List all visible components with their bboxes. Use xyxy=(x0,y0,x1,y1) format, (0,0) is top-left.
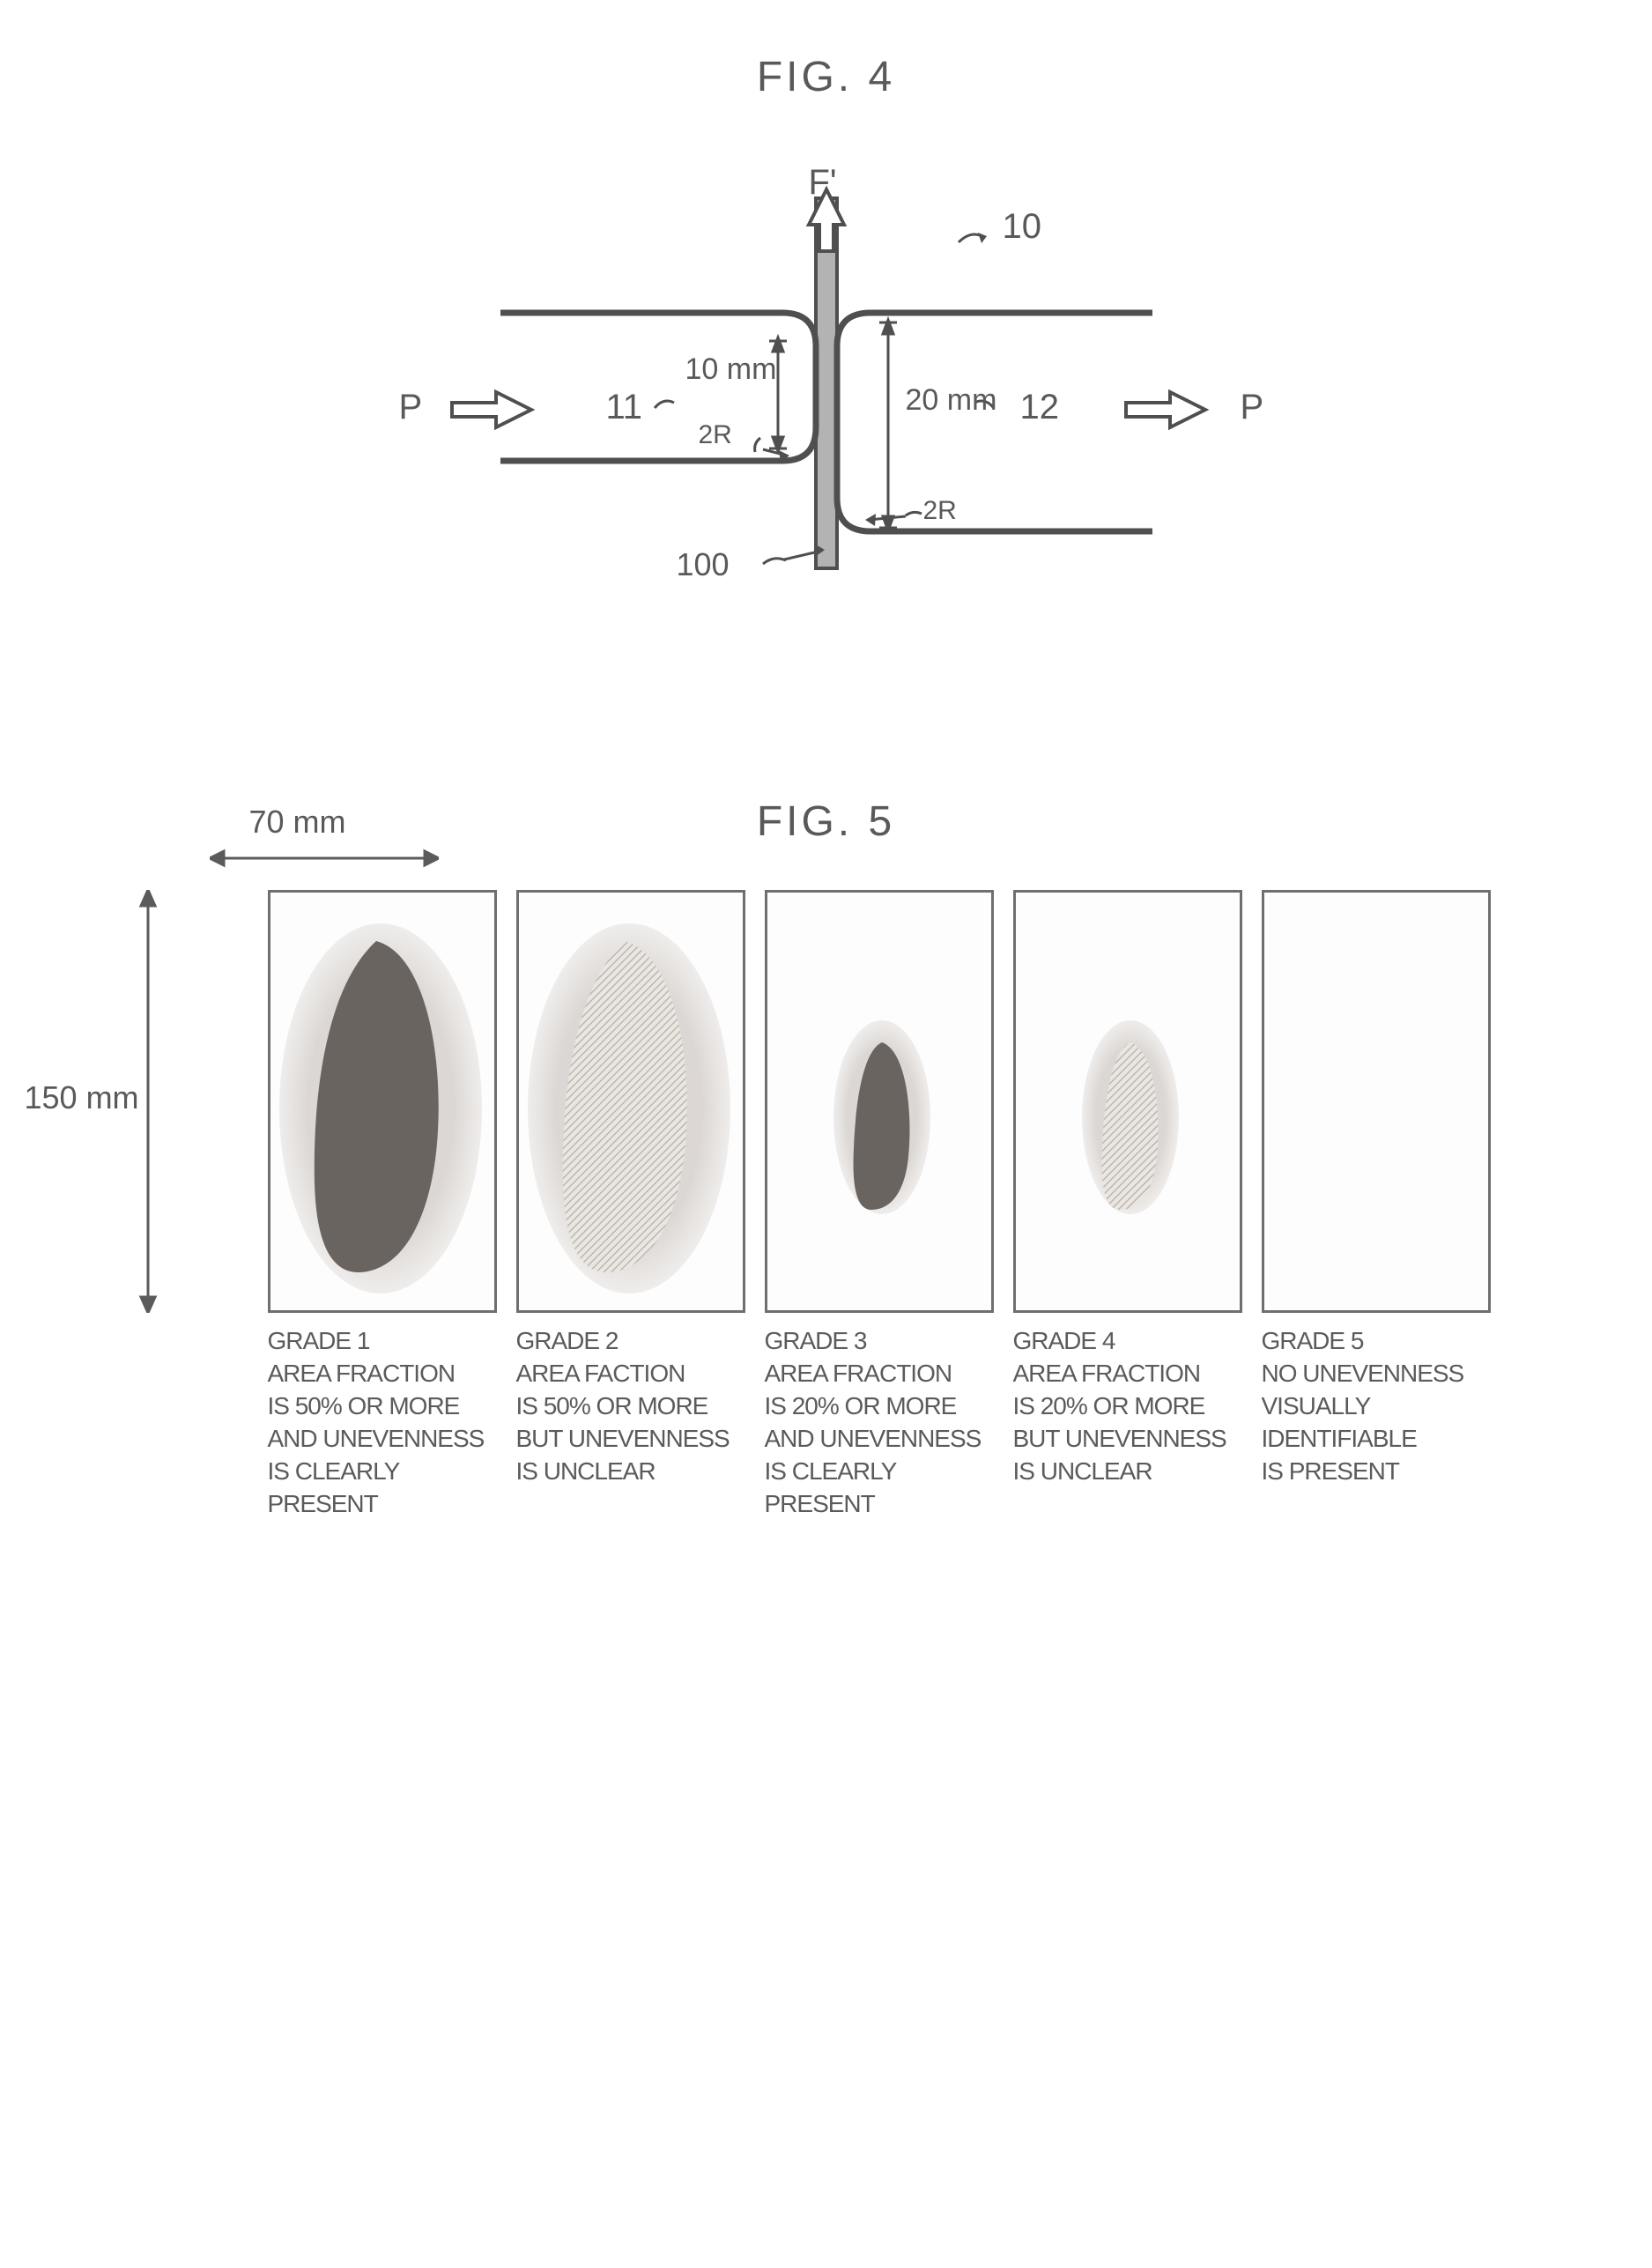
grade-line: NO UNEVENNESS xyxy=(1262,1358,1491,1389)
grade-caption-5: GRADE 5NO UNEVENNESSVISUALLYIDENTIFIABLE… xyxy=(1262,1325,1491,1486)
dim-width xyxy=(210,841,439,876)
fig4-title: FIG. 4 xyxy=(35,53,1617,101)
grade-title: GRADE 5 xyxy=(1262,1325,1491,1356)
grade-column-3: GRADE 3AREA FRACTIONIS 20% OR MOREAND UN… xyxy=(765,890,994,1521)
label-dim20: 20 mm xyxy=(906,383,997,418)
fig4-diagram: F' 10 P P 11 12 100 10 mm 20 mm 2R 2R xyxy=(298,145,1355,621)
grade-caption-1: GRADE 1AREA FRACTIONIS 50% OR MOREAND UN… xyxy=(268,1325,497,1519)
grade-line: AREA FACTION xyxy=(516,1358,745,1389)
grade-caption-2: GRADE 2AREA FACTIONIS 50% OR MOREBUT UNE… xyxy=(516,1325,745,1486)
grade-line: IDENTIFIABLE xyxy=(1262,1423,1491,1454)
grade-line: PRESENT xyxy=(765,1488,994,1519)
grade-line: IS CLEARLY xyxy=(268,1456,497,1486)
grade-line: IS CLEARLY xyxy=(765,1456,994,1486)
label-p-right: P xyxy=(1241,388,1264,427)
grade-title: GRADE 3 xyxy=(765,1325,994,1356)
grade-title: GRADE 4 xyxy=(1013,1325,1242,1356)
grade-panel-1 xyxy=(268,890,497,1313)
label-f-prime: F' xyxy=(809,163,837,203)
grade-line: IS PRESENT xyxy=(1262,1456,1491,1486)
label-ref100: 100 xyxy=(677,546,730,583)
grade-line: AREA FRACTION xyxy=(765,1358,994,1389)
grade-line: VISUALLY xyxy=(1262,1390,1491,1421)
grade-panel-4 xyxy=(1013,890,1242,1313)
grade-line: AREA FRACTION xyxy=(1013,1358,1242,1389)
grade-line: AND UNEVENNESS xyxy=(765,1423,994,1454)
label-2r-left: 2R xyxy=(699,420,732,450)
label-ref12: 12 xyxy=(1020,388,1060,427)
grade-column-4: GRADE 4AREA FRACTIONIS 20% OR MOREBUT UN… xyxy=(1013,890,1242,1488)
fig4-svg xyxy=(430,145,1223,621)
grade-line: BUT UNEVENNESS xyxy=(516,1423,745,1454)
grade-line: IS UNCLEAR xyxy=(1013,1456,1242,1486)
grade-line: AND UNEVENNESS xyxy=(268,1423,497,1454)
grade-column-5: GRADE 5NO UNEVENNESSVISUALLYIDENTIFIABLE… xyxy=(1262,890,1491,1488)
arrow-p-left xyxy=(452,392,531,427)
label-dim10: 10 mm xyxy=(685,352,777,387)
label-2r-right: 2R xyxy=(923,496,957,526)
grade-line: PRESENT xyxy=(268,1488,497,1519)
grade-line: IS 20% OR MORE xyxy=(765,1390,994,1421)
grade-column-2: GRADE 2AREA FACTIONIS 50% OR MOREBUT UNE… xyxy=(516,890,745,1488)
label-ref10: 10 xyxy=(1003,207,1042,247)
grade-panel-5 xyxy=(1262,890,1491,1313)
grade-panel-2 xyxy=(516,890,745,1313)
dim-width-text: 70 mm xyxy=(249,804,346,841)
grade-caption-3: GRADE 3AREA FRACTIONIS 20% OR MOREAND UN… xyxy=(765,1325,994,1519)
grade-line: IS 20% OR MORE xyxy=(1013,1390,1242,1421)
grade-line: IS UNCLEAR xyxy=(516,1456,745,1486)
grade-column-1: GRADE 1AREA FRACTIONIS 50% OR MOREAND UN… xyxy=(268,890,497,1521)
dim-height-text: 150 mm xyxy=(25,1079,139,1116)
grade-title: GRADE 2 xyxy=(516,1325,745,1356)
grade-caption-4: GRADE 4AREA FRACTIONIS 20% OR MOREBUT UN… xyxy=(1013,1325,1242,1486)
label-p-left: P xyxy=(399,388,423,427)
fig5-diagram: 70 mm 150 mm GRADE 1AREA FRACTIONIS 50% … xyxy=(78,890,1575,1521)
grade-line: IS 50% OR MORE xyxy=(268,1390,497,1421)
label-ref11: 11 xyxy=(606,388,643,427)
grade-line: BUT UNEVENNESS xyxy=(1013,1423,1242,1454)
grade-panel-3 xyxy=(765,890,994,1313)
grade-title: GRADE 1 xyxy=(268,1325,497,1356)
grade-line: IS 50% OR MORE xyxy=(516,1390,745,1421)
grade-line: AREA FRACTION xyxy=(268,1358,497,1389)
